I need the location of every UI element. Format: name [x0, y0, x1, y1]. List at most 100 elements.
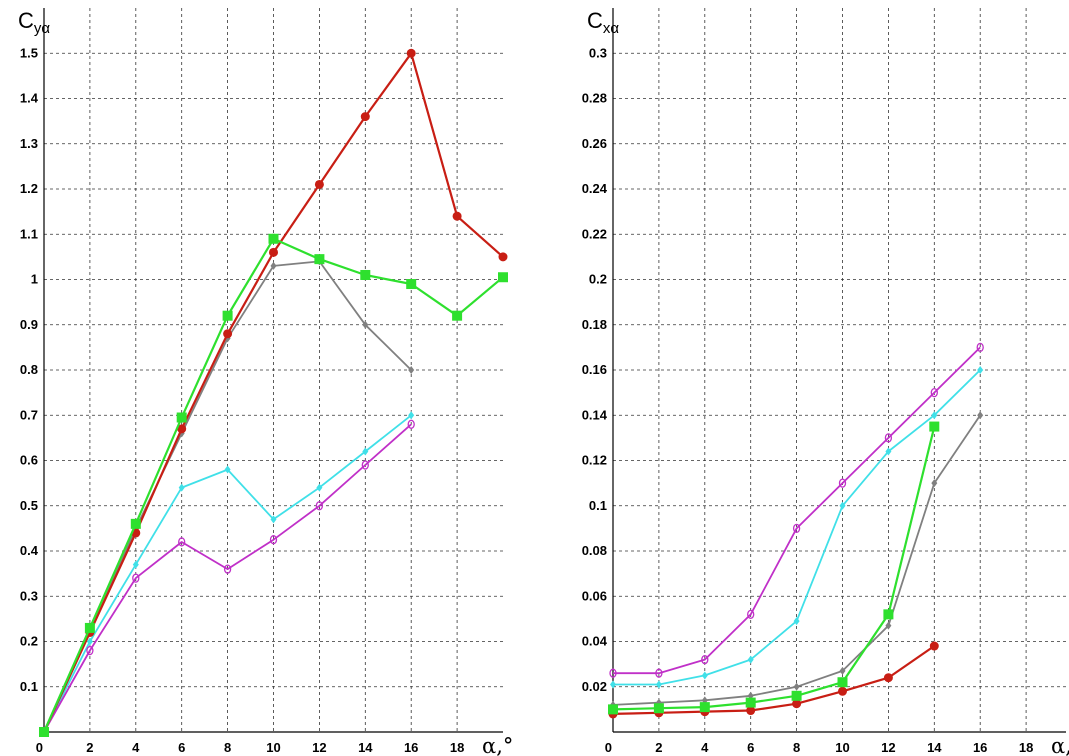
x-tick-label: 12 — [312, 740, 326, 755]
y-tick-label: 1.2 — [20, 181, 38, 196]
data-point — [269, 535, 278, 545]
data-point — [746, 706, 756, 716]
y-tick-label: 0.12 — [582, 453, 607, 468]
data-point — [360, 269, 371, 280]
cy-alpha-chart: 0.1 0.2 0.3 0.4 0.5 0.6 0.7 0.8 0.9 1 1.1 1.2 1.3 1.4… — [18, 8, 513, 756]
data-point — [86, 645, 94, 656]
data-point — [838, 478, 847, 488]
data-point — [929, 421, 940, 432]
y-tick-label: 1.1 — [20, 226, 38, 241]
y-tick-label: 1.3 — [20, 136, 38, 151]
x-tick-label: 4 — [701, 740, 709, 755]
data-point — [360, 112, 370, 122]
data-point — [655, 680, 662, 689]
data-point — [314, 254, 325, 265]
data-point — [406, 279, 417, 290]
x-axis-label: α,° — [482, 734, 513, 756]
y-tick-label: 0.2 — [20, 634, 38, 649]
data-point — [452, 211, 462, 221]
x-tick-label: 8 — [224, 740, 231, 755]
y-tick-label: 0.3 — [20, 588, 38, 603]
y-tick-label: 0.1 — [589, 498, 607, 513]
data-point — [223, 329, 233, 339]
y-tick-label: 0.28 — [582, 91, 607, 106]
x-tick-label: 18 — [1019, 740, 1033, 755]
y-tick-label: 0.08 — [582, 543, 607, 558]
y-tick-label: 0.7 — [20, 407, 38, 422]
data-point — [701, 654, 709, 665]
data-point — [745, 697, 756, 708]
x-tick-label: 16 — [404, 740, 418, 755]
data-point — [176, 412, 187, 423]
x-tick-label: 14 — [927, 740, 942, 755]
data-point — [406, 48, 416, 58]
y-tick-label: 0.26 — [582, 136, 607, 151]
data-point — [498, 252, 508, 262]
y-tick-label: 0.2 — [589, 272, 607, 287]
data-point — [930, 387, 938, 398]
data-point — [269, 247, 278, 257]
y-tick-label: 0.04 — [582, 634, 608, 649]
data-point — [883, 609, 894, 620]
data-point — [792, 699, 802, 709]
series-line — [43, 423, 412, 733]
data-point — [610, 680, 616, 689]
data-point — [408, 411, 415, 420]
y-tick-label: 0.06 — [582, 588, 607, 603]
y-tick-label: 0.6 — [20, 453, 38, 468]
data-point — [84, 622, 95, 633]
x-tick-label: 10 — [266, 740, 280, 755]
x-tick-label: 4 — [132, 740, 140, 755]
data-point — [793, 682, 800, 691]
data-point — [931, 479, 938, 488]
x-tick-label: 0 — [605, 740, 612, 755]
y-tick-label: 0.1 — [20, 679, 38, 694]
data-point — [885, 447, 892, 456]
x-tick-label: 8 — [793, 740, 800, 755]
data-point — [792, 523, 801, 534]
data-point — [791, 690, 802, 701]
data-point — [929, 641, 939, 651]
data-point — [747, 655, 754, 664]
y-tick-label: 0.02 — [582, 679, 607, 694]
data-point — [270, 261, 277, 270]
data-point — [86, 637, 93, 646]
data-point — [222, 310, 233, 321]
data-point — [407, 419, 415, 429]
y-tick-label: 1.4 — [20, 91, 39, 106]
x-tick-label: 12 — [881, 740, 895, 755]
x-tick-label: 18 — [450, 740, 464, 755]
data-point — [701, 671, 708, 680]
data-point — [653, 703, 664, 714]
data-point — [178, 537, 186, 547]
data-point — [839, 501, 846, 510]
data-point — [132, 573, 140, 583]
data-point — [177, 424, 187, 434]
data-point — [498, 272, 508, 283]
data-point — [362, 320, 369, 329]
data-point — [793, 617, 800, 626]
data-point — [747, 609, 755, 619]
data-point — [223, 564, 232, 574]
x-tick-label: 2 — [86, 740, 93, 755]
series-line — [613, 346, 981, 675]
data-point — [884, 433, 893, 443]
data-point — [314, 179, 324, 189]
data-point — [315, 501, 324, 511]
x-tick-label: 6 — [747, 740, 754, 755]
data-point — [839, 666, 846, 675]
data-point — [609, 668, 617, 678]
data-point — [316, 483, 323, 492]
y-tick-label: 0.9 — [20, 317, 38, 332]
x-tick-label: 16 — [973, 740, 987, 755]
data-point — [885, 621, 892, 630]
data-point — [39, 727, 49, 737]
y-tick-label: 0.3 — [589, 45, 607, 60]
x-tick-label: 14 — [358, 740, 373, 755]
x-tick-label: 2 — [655, 740, 662, 755]
data-point — [977, 366, 984, 374]
y-tick-label: 0.8 — [20, 362, 38, 377]
data-point — [837, 677, 848, 688]
x-tick-label: 0 — [36, 740, 43, 755]
